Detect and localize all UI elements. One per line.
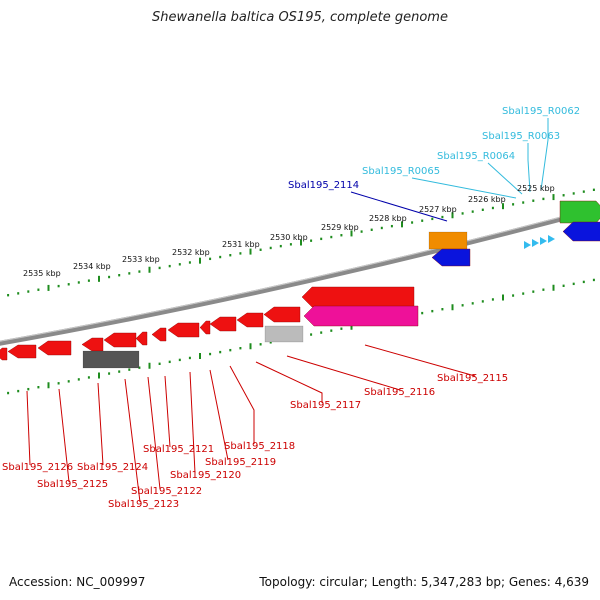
gene-label-rna: Sbal195_R0065 [362, 166, 440, 177]
gene-label-rna: Sbal195_R0062 [502, 106, 580, 117]
reverse-gene-arrow [103, 332, 137, 348]
rna-gene-arrow [548, 235, 555, 243]
forward-gene-bar [428, 231, 468, 250]
pseudogene-bar [82, 350, 140, 369]
reverse-gene-arrow [303, 305, 419, 327]
gene-labels: 2525 kbp 2526 kbp 2527 kbp 2528 kbp 2529 kbp… [2, 106, 580, 510]
label-leader-lines [26, 118, 549, 503]
gene-label-reverse: Sbal195_2117 [290, 400, 361, 411]
scale-tick-label: 2533 kbp [122, 255, 160, 264]
scale-tick-label: 2525 kbp [517, 184, 555, 193]
rna-gene-arrow [540, 237, 547, 245]
label-leader-line [540, 118, 549, 191]
reverse-gene-arrow [7, 344, 37, 359]
label-leader-line [58, 388, 70, 483]
backbone-highlight [0, 206, 600, 342]
scale-tick-label: 2528 kbp [369, 214, 407, 223]
reverse-gene-arrow [301, 286, 415, 308]
label-leader-line [164, 375, 171, 448]
rna-gene-arrow [532, 239, 539, 247]
label-leader-line [286, 355, 401, 391]
label-leader-line [124, 378, 141, 503]
gene-label-reverse: Sbal195_2125 [37, 479, 108, 490]
label-leader-line [411, 177, 517, 199]
genome-summary-text: Topology: circular; Length: 5,347,283 bp… [259, 575, 589, 589]
gene-label-reverse: Sbal195_2126 [2, 462, 73, 473]
label-leader-line [364, 344, 476, 377]
label-leader-line [147, 376, 161, 490]
backbone-line [0, 206, 600, 346]
reverse-gene-arrow [0, 347, 8, 361]
reverse-gene-arrow [151, 327, 167, 342]
scale-tick-label: 2535 kbp [23, 269, 61, 278]
forward-gene-arrow [431, 248, 471, 267]
gene-label-rna: Sbal195_R0063 [482, 131, 560, 142]
reverse-gene-arrow [135, 331, 148, 346]
gene-label-reverse: Sbal195_2115 [437, 373, 508, 384]
hypothetical-gene-bar [264, 325, 304, 343]
reverse-gene-arrow [37, 340, 72, 356]
scale-tick-label: 2527 kbp [419, 205, 457, 214]
genome-title: Shewanella baltica OS195, complete genom… [152, 10, 448, 25]
scale-tick-label: 2534 kbp [73, 262, 111, 271]
scale-tick-label: 2532 kbp [172, 248, 210, 257]
gene-label-reverse: Sbal195_2116 [364, 387, 435, 398]
accession-text: Accession: NC_009997 [9, 575, 146, 589]
scale-tick-label: 2529 kbp [321, 223, 359, 232]
rna-gene-arrow [524, 241, 531, 249]
gene-label-reverse: Sbal195_2124 [77, 462, 148, 473]
gene-label-reverse: Sbal195_2118 [224, 441, 295, 452]
forward-gene-arrow [559, 200, 600, 224]
gene-label-rna: Sbal195_R0064 [437, 151, 515, 162]
gene-label-reverse: Sbal195_2122 [131, 486, 202, 497]
reverse-gene-arrow [81, 337, 104, 352]
genome-backbone [0, 206, 600, 346]
reverse-gene-arrow [199, 320, 211, 335]
scale-tick-label: 2531 kbp [222, 240, 260, 249]
reverse-gene-arrow [209, 316, 237, 332]
label-leader-line [97, 382, 104, 466]
gene-features [0, 200, 600, 369]
reverse-gene-arrow [167, 322, 200, 338]
label-leader-line [350, 191, 448, 222]
reverse-gene-arrow [236, 312, 264, 328]
label-leader-line [527, 143, 531, 193]
forward-gene-arrow [562, 221, 600, 242]
label-leader-line [26, 390, 31, 466]
scale-tick-label: 2526 kbp [468, 195, 506, 204]
label-leader-line [255, 361, 323, 403]
reverse-gene-arrow [263, 306, 301, 323]
gene-label-reverse: Sbal195_2119 [205, 457, 276, 468]
scale-tick-label: 2530 kbp [270, 233, 308, 242]
label-leader-line [189, 371, 196, 474]
gene-label-reverse: Sbal195_2121 [143, 444, 214, 455]
label-leader-line [209, 369, 229, 461]
gene-label-reverse: Sbal195_2123 [108, 499, 179, 510]
label-leader-line [487, 162, 523, 195]
gene-label-forward: Sbal195_2114 [288, 180, 359, 191]
upper-tick-row [7, 188, 595, 297]
label-leader-line [229, 365, 255, 444]
gene-label-reverse: Sbal195_2120 [170, 470, 241, 481]
